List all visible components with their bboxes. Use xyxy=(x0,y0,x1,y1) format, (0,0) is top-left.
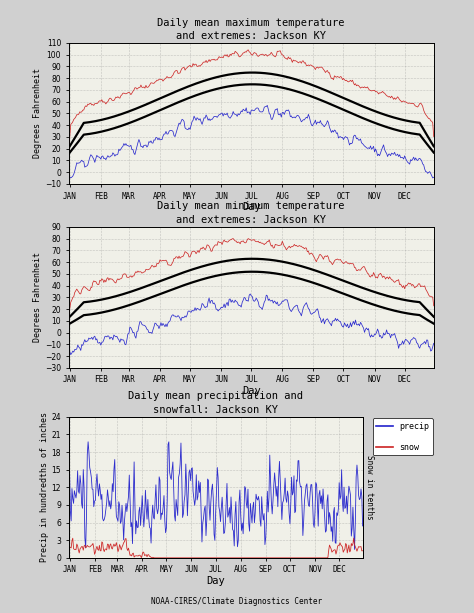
Legend: precip, snow: precip, snow xyxy=(373,418,433,455)
Y-axis label: Precip in hundredths of inches: Precip in hundredths of inches xyxy=(40,413,49,562)
Y-axis label: Degrees Fahrenheit: Degrees Fahrenheit xyxy=(33,253,42,342)
Text: NOAA-CIRES/Climate Diagnostics Center: NOAA-CIRES/Climate Diagnostics Center xyxy=(151,597,323,606)
Title: Daily mean maximum temperature
and extremes: Jackson KY: Daily mean maximum temperature and extre… xyxy=(157,18,345,40)
X-axis label: Day: Day xyxy=(242,386,261,396)
Y-axis label: Snow in tenths: Snow in tenths xyxy=(365,455,374,520)
X-axis label: Day: Day xyxy=(242,202,261,212)
Title: Daily mean minimum temperature
and extremes: Jackson KY: Daily mean minimum temperature and extre… xyxy=(157,202,345,224)
X-axis label: Day: Day xyxy=(206,576,225,586)
Y-axis label: Degrees Fahrenheit: Degrees Fahrenheit xyxy=(33,69,42,158)
Title: Daily mean precipitation and
snowfall: Jackson KY: Daily mean precipitation and snowfall: J… xyxy=(128,392,303,414)
